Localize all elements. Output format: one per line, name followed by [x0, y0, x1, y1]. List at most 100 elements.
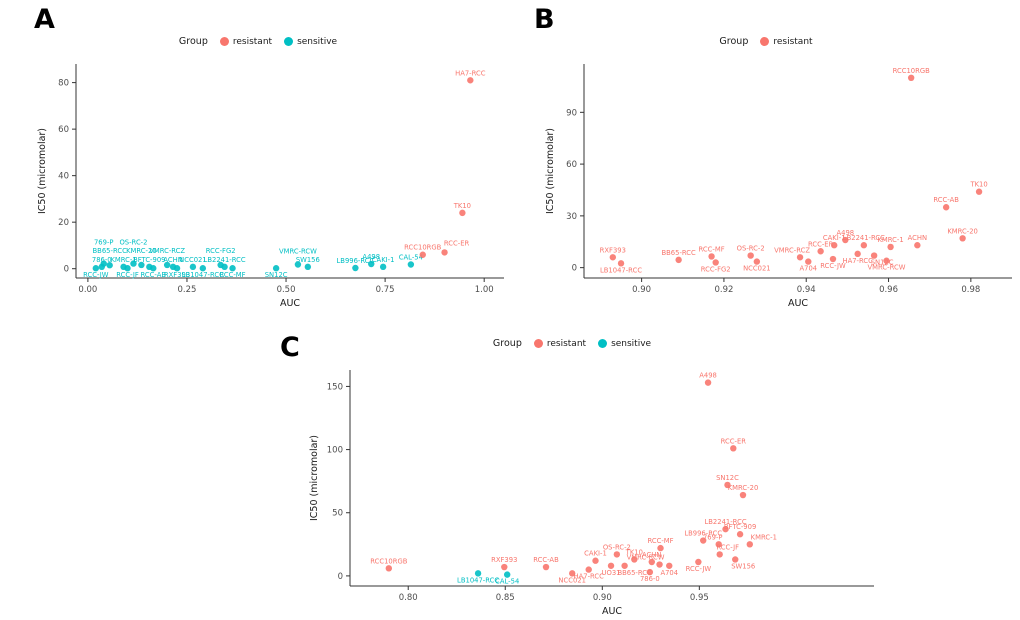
data-point-A498 [368, 260, 375, 268]
data-point-RCC-AB [942, 204, 950, 211]
point-label-CAKI-1: CAKI-1 [823, 234, 846, 242]
point-label-TK10: TK10 [969, 181, 987, 189]
point-label-KMRC-20: KMRC-20 [947, 227, 978, 235]
data-point-RXF393 [173, 265, 181, 272]
point-label-RXF393: RXF393 [164, 271, 190, 279]
point-label-BB65-RCC: BB65-RCC [93, 247, 128, 255]
data-point-BB65-RCC [621, 562, 628, 569]
y-tick-label: 80 [58, 79, 69, 89]
data-point-RXF393 [609, 254, 617, 261]
panel-b-letter: B [534, 4, 555, 35]
data-point-RCC-JW [695, 558, 702, 566]
point-label-LB1047-RCC: LB1047-RCC [182, 271, 224, 279]
y-tick-label: 0 [338, 572, 343, 582]
data-point-NCC021 [569, 570, 576, 577]
y-axis-title: IC50 (micromolar) [309, 435, 320, 521]
x-tick-label: 0.95 [690, 593, 709, 603]
point-label-A704: A704 [660, 569, 678, 577]
point-label-ACHN: ACHN [908, 234, 927, 242]
point-label-VMRC-RCW: VMRC-RCW [279, 248, 317, 256]
point-label-NCC021: NCC021 [743, 265, 771, 273]
point-label-BB65-RCC: BB65-RCC [661, 249, 696, 257]
point-label-RCC-FG2: RCC-FG2 [701, 265, 731, 273]
point-label-UO31: UO31 [602, 569, 621, 577]
point-label-RCC-JW: RCC-JW [686, 565, 712, 573]
legend-title: Group [492, 338, 522, 349]
data-point-SW156 [732, 556, 739, 563]
point-label-A498: A498 [837, 229, 855, 237]
point-label-KMRC-1: KMRC-1 [110, 256, 136, 264]
data-point-CAKI-1 [831, 242, 838, 249]
data-point-769-P [715, 541, 722, 548]
x-tick-label: 0.92 [714, 285, 733, 295]
point-label-VMRC-RCW: VMRC-RCW [868, 264, 906, 272]
data-point-NCC021 [189, 263, 197, 271]
data-point-VMRC-RCZ [163, 261, 171, 269]
panel-b-chart: 0.90 0.92 0.94 0.96 0.98 0 30 60 90 AUC IC50 (micr… [545, 64, 1012, 309]
x-tick-label: 0.98 [961, 285, 980, 295]
legend-dot-sensitive [284, 37, 294, 46]
data-point-KMRC-1 [887, 243, 894, 251]
point-label-786-0: 786-0 [92, 256, 112, 264]
x-tick-label: 0.90 [593, 593, 612, 603]
y-tick-label: 60 [566, 160, 577, 170]
point-label-CAKI-1: CAKI-1 [584, 550, 607, 558]
legend-label: sensitive [297, 36, 338, 47]
data-point-RCC-JF [716, 551, 723, 558]
point-label-LB2241-RCC: LB2241-RCC [204, 256, 246, 264]
x-tick-label: 0.94 [797, 285, 816, 295]
point-label-RCC-MF: RCC-MF [647, 537, 673, 545]
data-point-RCC-MF [229, 265, 236, 272]
data-point-RCC-JF [124, 265, 131, 272]
data-point-A498 [704, 379, 712, 386]
point-label-OS-RC-2: OS-RC-2 [603, 543, 631, 551]
data-point-ACHN [648, 558, 655, 566]
legend-label: resistant [546, 338, 587, 349]
point-label-RCC-ER: RCC-ER [808, 240, 834, 248]
point-label-KMRC-1: KMRC-1 [751, 533, 777, 541]
data-point-OS-RC-2 [613, 551, 621, 558]
data-point-KMRC-1 [746, 541, 753, 548]
point-label-NCC021: NCC021 [558, 576, 586, 584]
x-tick-label: 0.00 [78, 285, 97, 295]
x-axis-title: AUC [788, 298, 808, 309]
data-point-786-0 [646, 568, 654, 576]
point-label-VMRC-RCZ: VMRC-RCZ [774, 246, 810, 254]
point-label-RCC-AB: RCC-AB [933, 196, 959, 204]
point-label-OS-RC-2: OS-RC-2 [119, 239, 147, 247]
legend-dot-sensitive [598, 339, 608, 348]
data-point-VMRC-RCW [294, 261, 302, 268]
data-point-RCC10RGB [419, 251, 426, 258]
point-label-VMRC-RCZ: VMRC-RCZ [149, 247, 185, 255]
point-label-NCC021: NCC021 [179, 256, 207, 264]
data-point-NCC021 [753, 258, 761, 265]
y-tick-label: 150 [327, 382, 343, 392]
data-point-LB2241-RCC [860, 242, 868, 249]
y-tick-label: 0 [64, 265, 69, 275]
point-label-TK10: TK10 [625, 548, 643, 556]
point-label-OS-RC-2: OS-RC-2 [737, 245, 765, 253]
point-label-SN12C: SN12C [871, 259, 894, 267]
point-label-LB2241-RCC: LB2241-RCC [704, 518, 746, 526]
data-point-KMRC-20 [959, 235, 966, 242]
legend-dot-resistant [219, 37, 229, 46]
panel-a: A Group resistant sensitive 0.00 0.25 0.50 0.… [8, 4, 508, 318]
data-point-769-P [100, 260, 107, 267]
point-label-RCC-AB: RCC-AB [533, 556, 559, 564]
point-label-BB65-RCC: BB65-RCC [617, 569, 652, 577]
panel-c-letter: C [280, 332, 300, 363]
data-point-OS-RC-2 [747, 252, 754, 259]
point-label-RCC-MF: RCC-MF [699, 245, 725, 253]
data-point-LB996-RCC [352, 264, 359, 272]
y-tick-label: 20 [58, 218, 69, 228]
y-tick-label: 0 [572, 264, 577, 274]
point-label-A704: A704 [799, 265, 817, 273]
panel-b-legend: Group resistant [516, 36, 1016, 47]
legend-title: Group [178, 36, 208, 47]
point-label-LB1047-RCC: LB1047-RCC [457, 576, 499, 584]
panel-c-legend: Group resistant sensitive [262, 338, 882, 349]
point-label-CAKI-1: CAKI-1 [372, 256, 395, 264]
data-point-RCC-ER [817, 248, 824, 255]
point-label-ACHN: ACHN [163, 256, 182, 264]
data-point-A704 [666, 562, 673, 569]
